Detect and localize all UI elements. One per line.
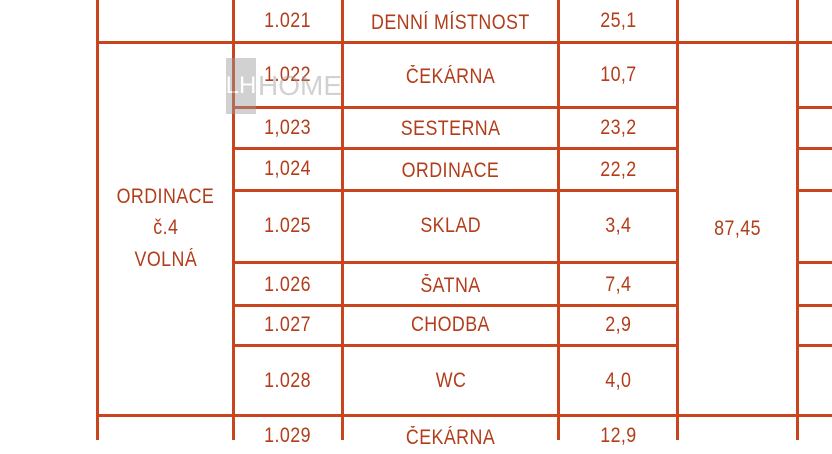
- grid-line: [796, 147, 832, 150]
- room-code: 1.025: [264, 214, 312, 238]
- grid-line: [796, 261, 832, 264]
- grid-line: [232, 344, 678, 347]
- room-area: 22,2: [599, 158, 637, 182]
- grid-line: [96, 0, 99, 440]
- room-code: 1.027: [264, 313, 312, 337]
- room-name: ČEKÁRNA: [405, 65, 496, 89]
- room-name: DENNÍ MÍSTNOST: [371, 11, 530, 35]
- grid-line: [796, 304, 832, 307]
- room-name: ČEKÁRNA: [405, 426, 496, 449]
- grid-line: [232, 304, 678, 307]
- grid-line: [232, 0, 235, 440]
- grid-line: [796, 189, 832, 192]
- grid-line: [557, 0, 560, 440]
- room-name: ŠATNA: [420, 274, 481, 298]
- room-name: SKLAD: [420, 214, 481, 238]
- room-code: 1.028: [264, 369, 312, 393]
- room-code: 1.022: [264, 63, 312, 87]
- room-code: 1,024: [264, 157, 312, 181]
- room-name: ORDINACE: [401, 159, 500, 183]
- grid-line: [232, 261, 678, 264]
- grid-line: [796, 344, 832, 347]
- room-area: 10,7: [599, 63, 637, 87]
- grid-line: [341, 0, 344, 440]
- room-name: WC: [435, 369, 466, 393]
- room-name: SESTERNA: [400, 117, 501, 141]
- room-area: 12,9: [599, 424, 637, 447]
- grid-line: [232, 106, 678, 109]
- room-area: 4,0: [604, 369, 632, 393]
- grid-line: [96, 41, 832, 44]
- watermark-logo: LH HOME: [226, 58, 342, 114]
- room-area: 23,2: [599, 116, 637, 140]
- unit-label: ORDINACE č.4 VOLNÁ: [116, 184, 215, 271]
- grid-line: [232, 189, 678, 192]
- room-code: 1.026: [264, 273, 312, 297]
- room-code: 1,023: [264, 116, 312, 140]
- room-area: 25,1: [599, 9, 637, 33]
- unit-total-area: 87,45: [714, 217, 761, 241]
- room-code: 1.021: [264, 9, 312, 33]
- grid-line: [232, 147, 678, 150]
- grid-line: [796, 0, 799, 440]
- room-area: 7,4: [604, 273, 632, 297]
- grid-line: [96, 414, 832, 417]
- grid-line: [796, 106, 832, 109]
- room-area: 3,4: [604, 214, 632, 238]
- room-area: 2,9: [604, 313, 632, 337]
- room-code: 1.029: [264, 424, 312, 447]
- grid-line: [676, 0, 679, 440]
- room-name: CHODBA: [411, 313, 490, 337]
